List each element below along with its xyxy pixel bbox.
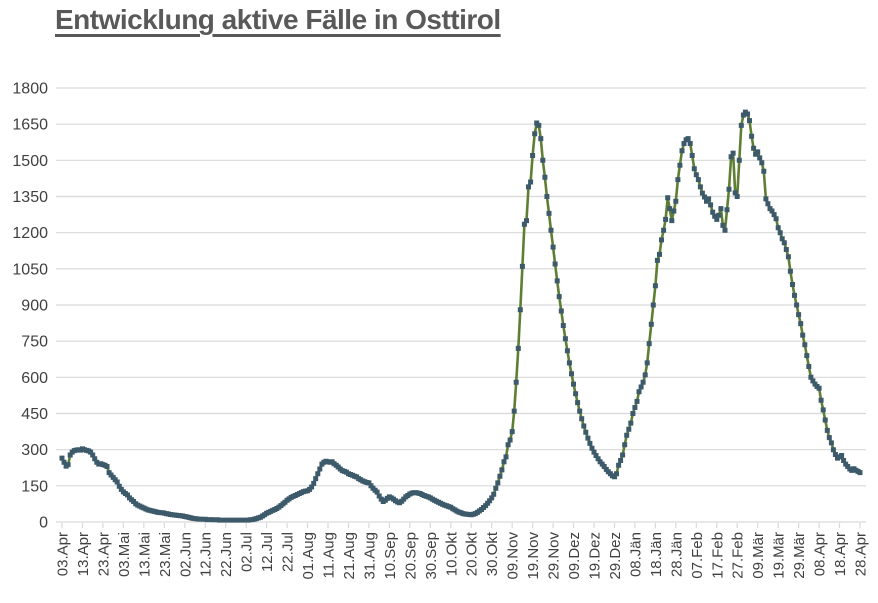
x-tick-label: 21.Aug — [341, 532, 358, 580]
y-tick-label: 0 — [39, 515, 48, 532]
y-tick-label: 1350 — [12, 189, 48, 206]
x-tick-label: 09.Dez — [566, 532, 583, 580]
x-tick-label: 29.Nov — [546, 532, 563, 580]
x-tick-label: 28.Apr — [853, 532, 870, 576]
x-tick-label: 30.Sep — [423, 532, 440, 580]
y-tick-label: 1050 — [12, 261, 48, 278]
x-tick-label: 10.Sep — [382, 532, 399, 580]
x-tick-label: 20.Sep — [402, 532, 419, 580]
x-tick-label: 30.Okt — [484, 531, 501, 576]
y-tick-label: 900 — [21, 298, 48, 315]
y-tick-label: 1650 — [12, 117, 48, 134]
x-axis-ticks — [61, 523, 861, 528]
x-tick-label: 12.Jul — [259, 532, 276, 572]
x-tick-label: 22.Jul — [280, 532, 297, 572]
x-tick-label: 08.Jän — [627, 532, 644, 577]
x-tick-label: 29.Dez — [607, 532, 624, 580]
x-tick-label: 19.Mär — [771, 532, 788, 579]
x-tick-label: 19.Dez — [587, 532, 604, 580]
y-tick-label: 750 — [21, 334, 48, 351]
y-tick-label: 1500 — [12, 153, 48, 170]
x-tick-label: 03.Mai — [116, 532, 133, 577]
x-tick-label: 17.Feb — [709, 532, 726, 579]
y-tick-label: 1800 — [12, 81, 48, 98]
x-tick-label: 18.Jän — [648, 532, 665, 577]
x-tick-label: 01.Aug — [300, 532, 317, 580]
x-tick-label: 28.Jän — [668, 532, 685, 577]
chart-title: Entwicklung aktive Fälle in Osttirol — [55, 4, 501, 35]
x-tick-label: 22.Jun — [218, 532, 235, 577]
series-line — [60, 110, 862, 522]
x-tick-label: 31.Aug — [361, 532, 378, 580]
x-tick-label: 07.Feb — [689, 532, 706, 579]
x-tick-label: 09.Nov — [505, 532, 522, 580]
x-tick-label: 27.Feb — [730, 532, 747, 579]
series-markers — [59, 109, 863, 523]
y-tick-label: 150 — [21, 478, 48, 495]
x-tick-label: 02.Jun — [177, 532, 194, 577]
x-tick-label: 10.Okt — [443, 531, 460, 576]
x-tick-label: 09.Mär — [750, 532, 767, 579]
x-tick-label: 11.Aug — [321, 532, 338, 578]
x-tick-label: 29.Mär — [791, 532, 808, 579]
x-tick-label: 13.Mai — [136, 532, 153, 577]
x-tick-label: 02.Jul — [239, 532, 256, 572]
x-tick-label: 12.Jun — [198, 532, 215, 577]
x-tick-label: 23.Apr — [95, 532, 112, 576]
y-gridlines — [56, 87, 866, 523]
x-tick-label: 08.Apr — [812, 532, 829, 576]
y-axis-labels: 0 150 300 450 600 750 900 1050 1200 1350 1500 1650 1… — [12, 81, 48, 532]
y-tick-label: 450 — [21, 406, 48, 423]
x-tick-label: 13.Apr — [75, 532, 92, 576]
x-tick-label: 19.Nov — [525, 532, 542, 580]
x-tick-label: 23.Mai — [157, 532, 174, 577]
x-axis-labels: 03.Apr 13.Apr 23.Apr 03.Mai 13.Mai 23.Mai 02.J… — [55, 531, 870, 579]
y-tick-label: 300 — [21, 442, 48, 459]
y-tick-label: 1200 — [12, 225, 48, 242]
x-tick-label: 20.Okt — [464, 531, 481, 576]
y-tick-label: 600 — [21, 370, 48, 387]
x-tick-label: 03.Apr — [55, 532, 72, 576]
x-tick-label: 18.Apr — [832, 532, 849, 576]
